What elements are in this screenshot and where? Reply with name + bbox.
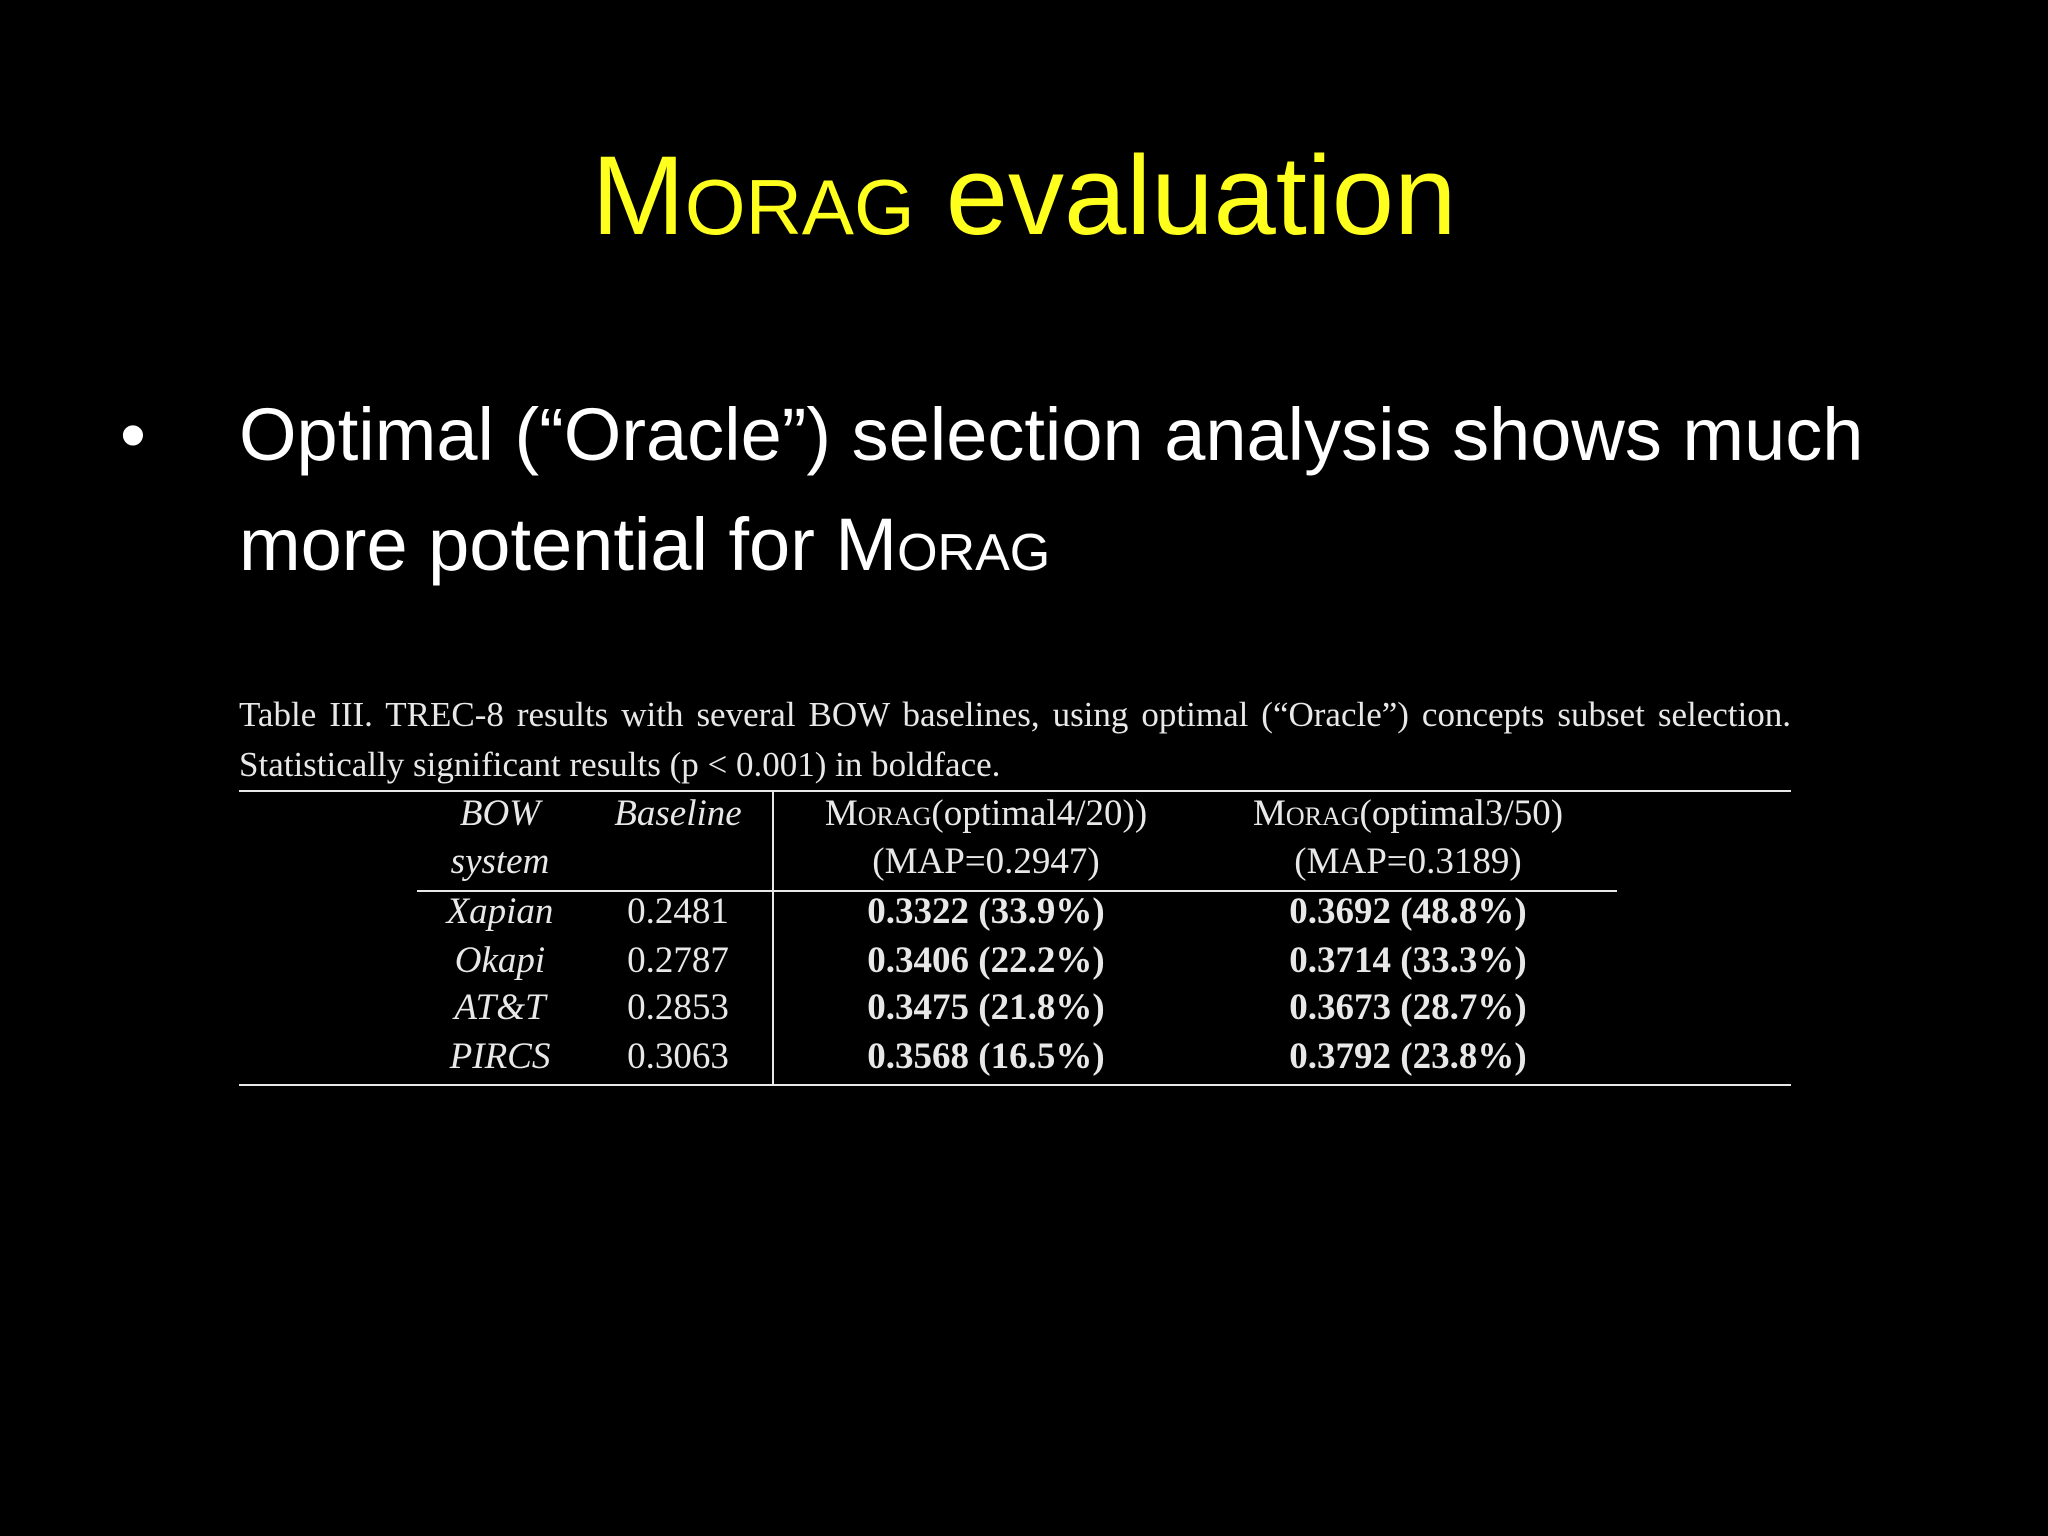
header-rule xyxy=(417,890,1617,892)
table-cell: 0.2787 xyxy=(627,940,729,981)
header-cell: BOW xyxy=(460,790,540,838)
table-caption: Table III. TREC-8 results with several B… xyxy=(239,695,1791,784)
table-cell: 0.3792 (23.8%) xyxy=(1289,1036,1527,1077)
header-cell: Morag(optimal4/20)) xyxy=(825,790,1147,838)
header-text: Baseline xyxy=(614,793,742,834)
header-cell: (MAP=0.3189) xyxy=(1294,838,1521,886)
header-cell: (MAP=0.2947) xyxy=(872,838,1099,886)
column-divider xyxy=(772,790,774,1086)
header-prefix: Morag xyxy=(824,793,932,834)
header-text: (optimal3/50) xyxy=(1359,793,1564,834)
table-cell: 0.3673 (28.7%) xyxy=(1289,987,1527,1028)
table-cell: 0.3692 (48.8%) xyxy=(1289,891,1527,932)
bullet-text: Optimal (“Oracle”) selection analysis sh… xyxy=(239,380,1879,600)
table-cell: 0.3714 (33.3%) xyxy=(1289,940,1527,981)
header-cell: Morag(optimal3/50) xyxy=(1253,790,1563,838)
header-text: system xyxy=(450,841,550,882)
header-cell: Baseline xyxy=(614,790,741,838)
table-bottom-rule xyxy=(239,1084,1791,1086)
header-cell: system xyxy=(451,838,550,886)
header-text: BOW xyxy=(459,793,541,834)
header-text: (MAP=0.2947) xyxy=(872,841,1100,882)
table-cell: 0.2853 xyxy=(627,987,729,1028)
table-cell: 0.3063 xyxy=(627,1036,729,1077)
table-cell: AT&T xyxy=(454,987,546,1028)
header-text: (MAP=0.3189) xyxy=(1294,841,1522,882)
title-run: Morag xyxy=(591,133,915,258)
table-cell: Okapi xyxy=(454,940,546,981)
slide-title: Morag evaluation xyxy=(0,128,2048,264)
table-cell: 0.3475 (21.8%) xyxy=(867,987,1105,1028)
title-run: evaluation xyxy=(914,133,1457,258)
table-cell: Xapian xyxy=(446,891,554,932)
table-cell: 0.2481 xyxy=(627,891,729,932)
table-cell: 0.3322 (33.9%) xyxy=(867,891,1105,932)
table-cell: PIRCS xyxy=(449,1036,551,1077)
table-top-rule xyxy=(239,790,1791,792)
table-cell: 0.3406 (22.2%) xyxy=(867,940,1105,981)
bullet-run: Optimal (“Oracle”) selection analysis sh… xyxy=(239,393,1864,586)
table-cell: 0.3568 (16.5%) xyxy=(867,1036,1105,1077)
header-text: (optimal4/20)) xyxy=(931,793,1148,834)
bullet-marker: • xyxy=(120,393,146,476)
bullet-run: Morag xyxy=(835,503,1051,586)
header-prefix: Morag xyxy=(1252,793,1360,834)
